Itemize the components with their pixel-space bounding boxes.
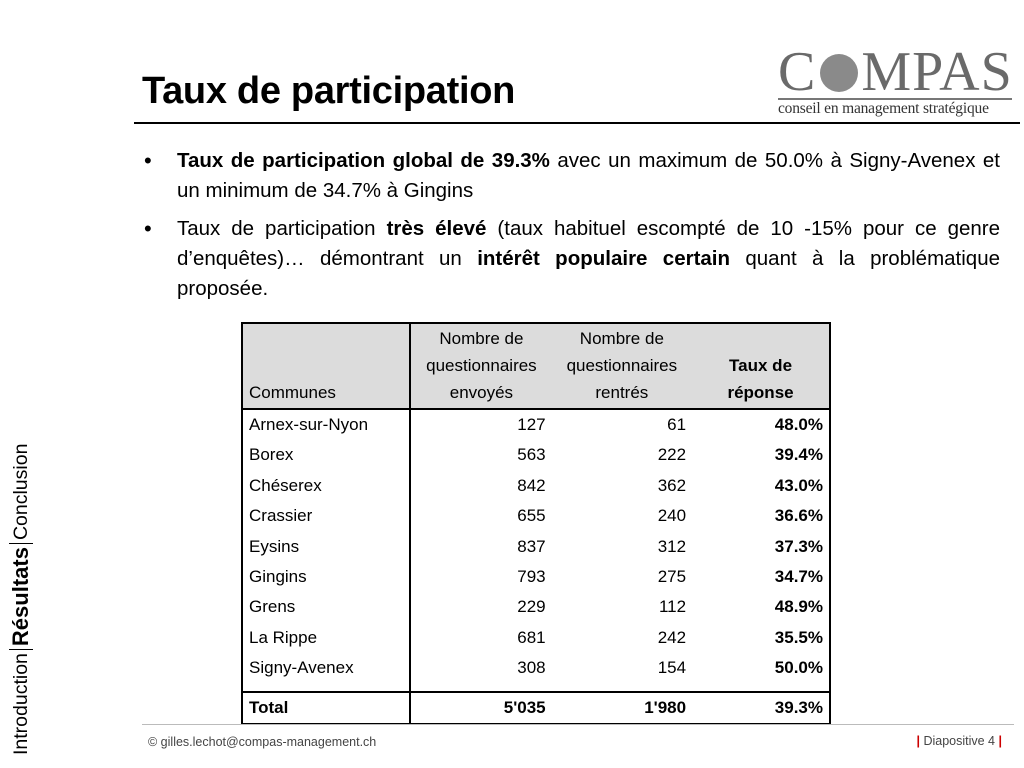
cell-received: 242: [657, 627, 687, 647]
cell-received: 154: [657, 658, 687, 678]
bullet-bold-text: Taux de participation global de 39.3%: [177, 149, 550, 172]
header-rate: Taux de réponse: [692, 323, 830, 409]
cell-commune: Grens: [242, 592, 412, 623]
bullet-icon: •: [144, 148, 152, 173]
nav-separator: [9, 543, 33, 545]
total-rate: 39.3%: [692, 690, 830, 724]
footer-bar: |: [916, 734, 920, 748]
cell-received: 362: [657, 475, 687, 495]
cell-sent: 837: [517, 536, 546, 556]
footer-page-number: | Diapositive 4 |: [916, 734, 1002, 748]
cell-commune: La Rippe: [242, 622, 412, 654]
table-row: Gingins 793 275 34.7%: [242, 562, 830, 593]
bullet-bold-text: très élevé: [386, 217, 487, 240]
bullet-list: • Taux de participation global de 39.3% …: [140, 146, 1000, 312]
nav-resultats: Résultats: [8, 547, 33, 647]
bullet-text-part: (taux habituel escompté de 10 -15% pour …: [177, 217, 1001, 270]
bullet-icon: •: [144, 216, 152, 241]
table-header-row: Communes Nombre de questionnaires envoyés …: [242, 323, 830, 409]
bullet-text: Taux de participation global de 39.3% av…: [177, 146, 1000, 206]
cell-sent: 563: [517, 445, 546, 465]
table-row: Arnex-sur-Nyon 127 61 48.0%: [242, 409, 830, 441]
cell-sent: 793: [517, 567, 546, 587]
bullet-item: • Taux de participation très élevé (taux…: [140, 214, 1000, 304]
cell-commune: Signy-Avenex: [242, 653, 412, 684]
cell-sent: 655: [517, 506, 546, 526]
nav-conclusion: Conclusion: [9, 443, 32, 541]
header-received: Nombre de questionnaires rentrés: [551, 323, 693, 409]
logo-letter-c: C: [778, 41, 817, 103]
total-received: 1'980: [551, 690, 693, 724]
cell-commune: Arnex-sur-Nyon: [242, 409, 412, 441]
footer-page-label: Diapositive 4: [923, 734, 996, 748]
cell-rate: 43.0%: [774, 475, 823, 495]
table-total-row: Total 5'035 1'980 39.3%: [242, 690, 830, 724]
cell-received: 222: [657, 445, 687, 465]
cell-rate: 37.3%: [774, 536, 823, 556]
bullet-text: Taux de participation très élevé (taux h…: [177, 214, 1000, 304]
logo-divider: [778, 98, 1012, 100]
cell-sent: 127: [517, 415, 546, 434]
header-communes: Communes: [242, 323, 412, 409]
logo-letters-mpas: MPAS: [861, 41, 1013, 103]
cell-sent: 842: [517, 475, 546, 495]
logo-tagline: conseil en management stratégique: [778, 100, 989, 117]
cell-received: 112: [658, 597, 687, 617]
footer-bar: |: [998, 734, 1003, 748]
bullet-item: • Taux de participation global de 39.3% …: [140, 146, 1000, 206]
table-row: Grens 229 112 48.9%: [242, 592, 830, 623]
logo-dot-icon: [820, 54, 859, 92]
cell-rate: 34.7%: [774, 567, 823, 587]
cell-received: 275: [657, 567, 687, 587]
slide-title: Taux de participation: [142, 70, 516, 112]
nav-separator: [9, 649, 33, 651]
nav-introduction: Introduction: [9, 653, 32, 755]
bullet-bold-text: intérêt populaire certain: [477, 247, 731, 270]
cell-commune: Crassier: [242, 501, 412, 532]
cell-received: 312: [657, 536, 687, 556]
cell-rate: 35.5%: [774, 627, 823, 647]
cell-commune: Borex: [242, 440, 412, 471]
table-row: Chéserex 842 362 43.0%: [242, 470, 830, 502]
cell-commune: Chéserex: [242, 470, 412, 502]
table-row: Borex 563 222 39.4%: [242, 440, 830, 471]
cell-received: 61: [667, 415, 687, 434]
cell-sent: 229: [517, 597, 546, 617]
title-divider: [134, 122, 1020, 124]
total-label: Total: [242, 690, 412, 724]
bullet-text-part: avec un maximum de 50.0% à Signy-Avenex …: [177, 149, 1000, 202]
bullet-text-part: Taux de participation: [177, 217, 387, 240]
total-sent: 5'035: [410, 690, 552, 724]
header-sent: Nombre de questionnaires envoyés: [410, 323, 552, 409]
table-row: La Rippe 681 242 35.5%: [242, 622, 830, 654]
footer-email: © gilles.lechot@compas-management.ch: [148, 735, 377, 749]
table-spacer: [242, 683, 830, 692]
participation-table: Communes Nombre de questionnaires envoyés …: [241, 322, 831, 725]
cell-rate: 50.0%: [774, 658, 823, 678]
cell-commune: Eysins: [242, 531, 412, 563]
compas-logo: C MPAS conseil en management stratégique: [778, 44, 1012, 120]
cell-rate: 39.4%: [774, 445, 823, 465]
table-row: Crassier 655 240 36.6%: [242, 501, 830, 532]
cell-sent: 681: [517, 627, 546, 647]
section-nav: Introduction Résultats Conclusion: [8, 444, 34, 755]
cell-sent: 308: [517, 658, 546, 678]
table-row: Signy-Avenex 308 154 50.0%: [242, 653, 830, 684]
footer-divider: [142, 724, 1014, 725]
cell-commune: Gingins: [242, 562, 412, 593]
cell-rate: 36.6%: [774, 506, 823, 526]
table-row: Eysins 837 312 37.3%: [242, 531, 830, 563]
cell-rate: 48.9%: [774, 597, 823, 617]
logo-wordmark: C MPAS: [778, 44, 1013, 100]
bullet-text-part: quant à la problématique proposée.: [177, 247, 1000, 300]
cell-received: 240: [657, 506, 687, 526]
cell-rate: 48.0%: [774, 415, 823, 434]
